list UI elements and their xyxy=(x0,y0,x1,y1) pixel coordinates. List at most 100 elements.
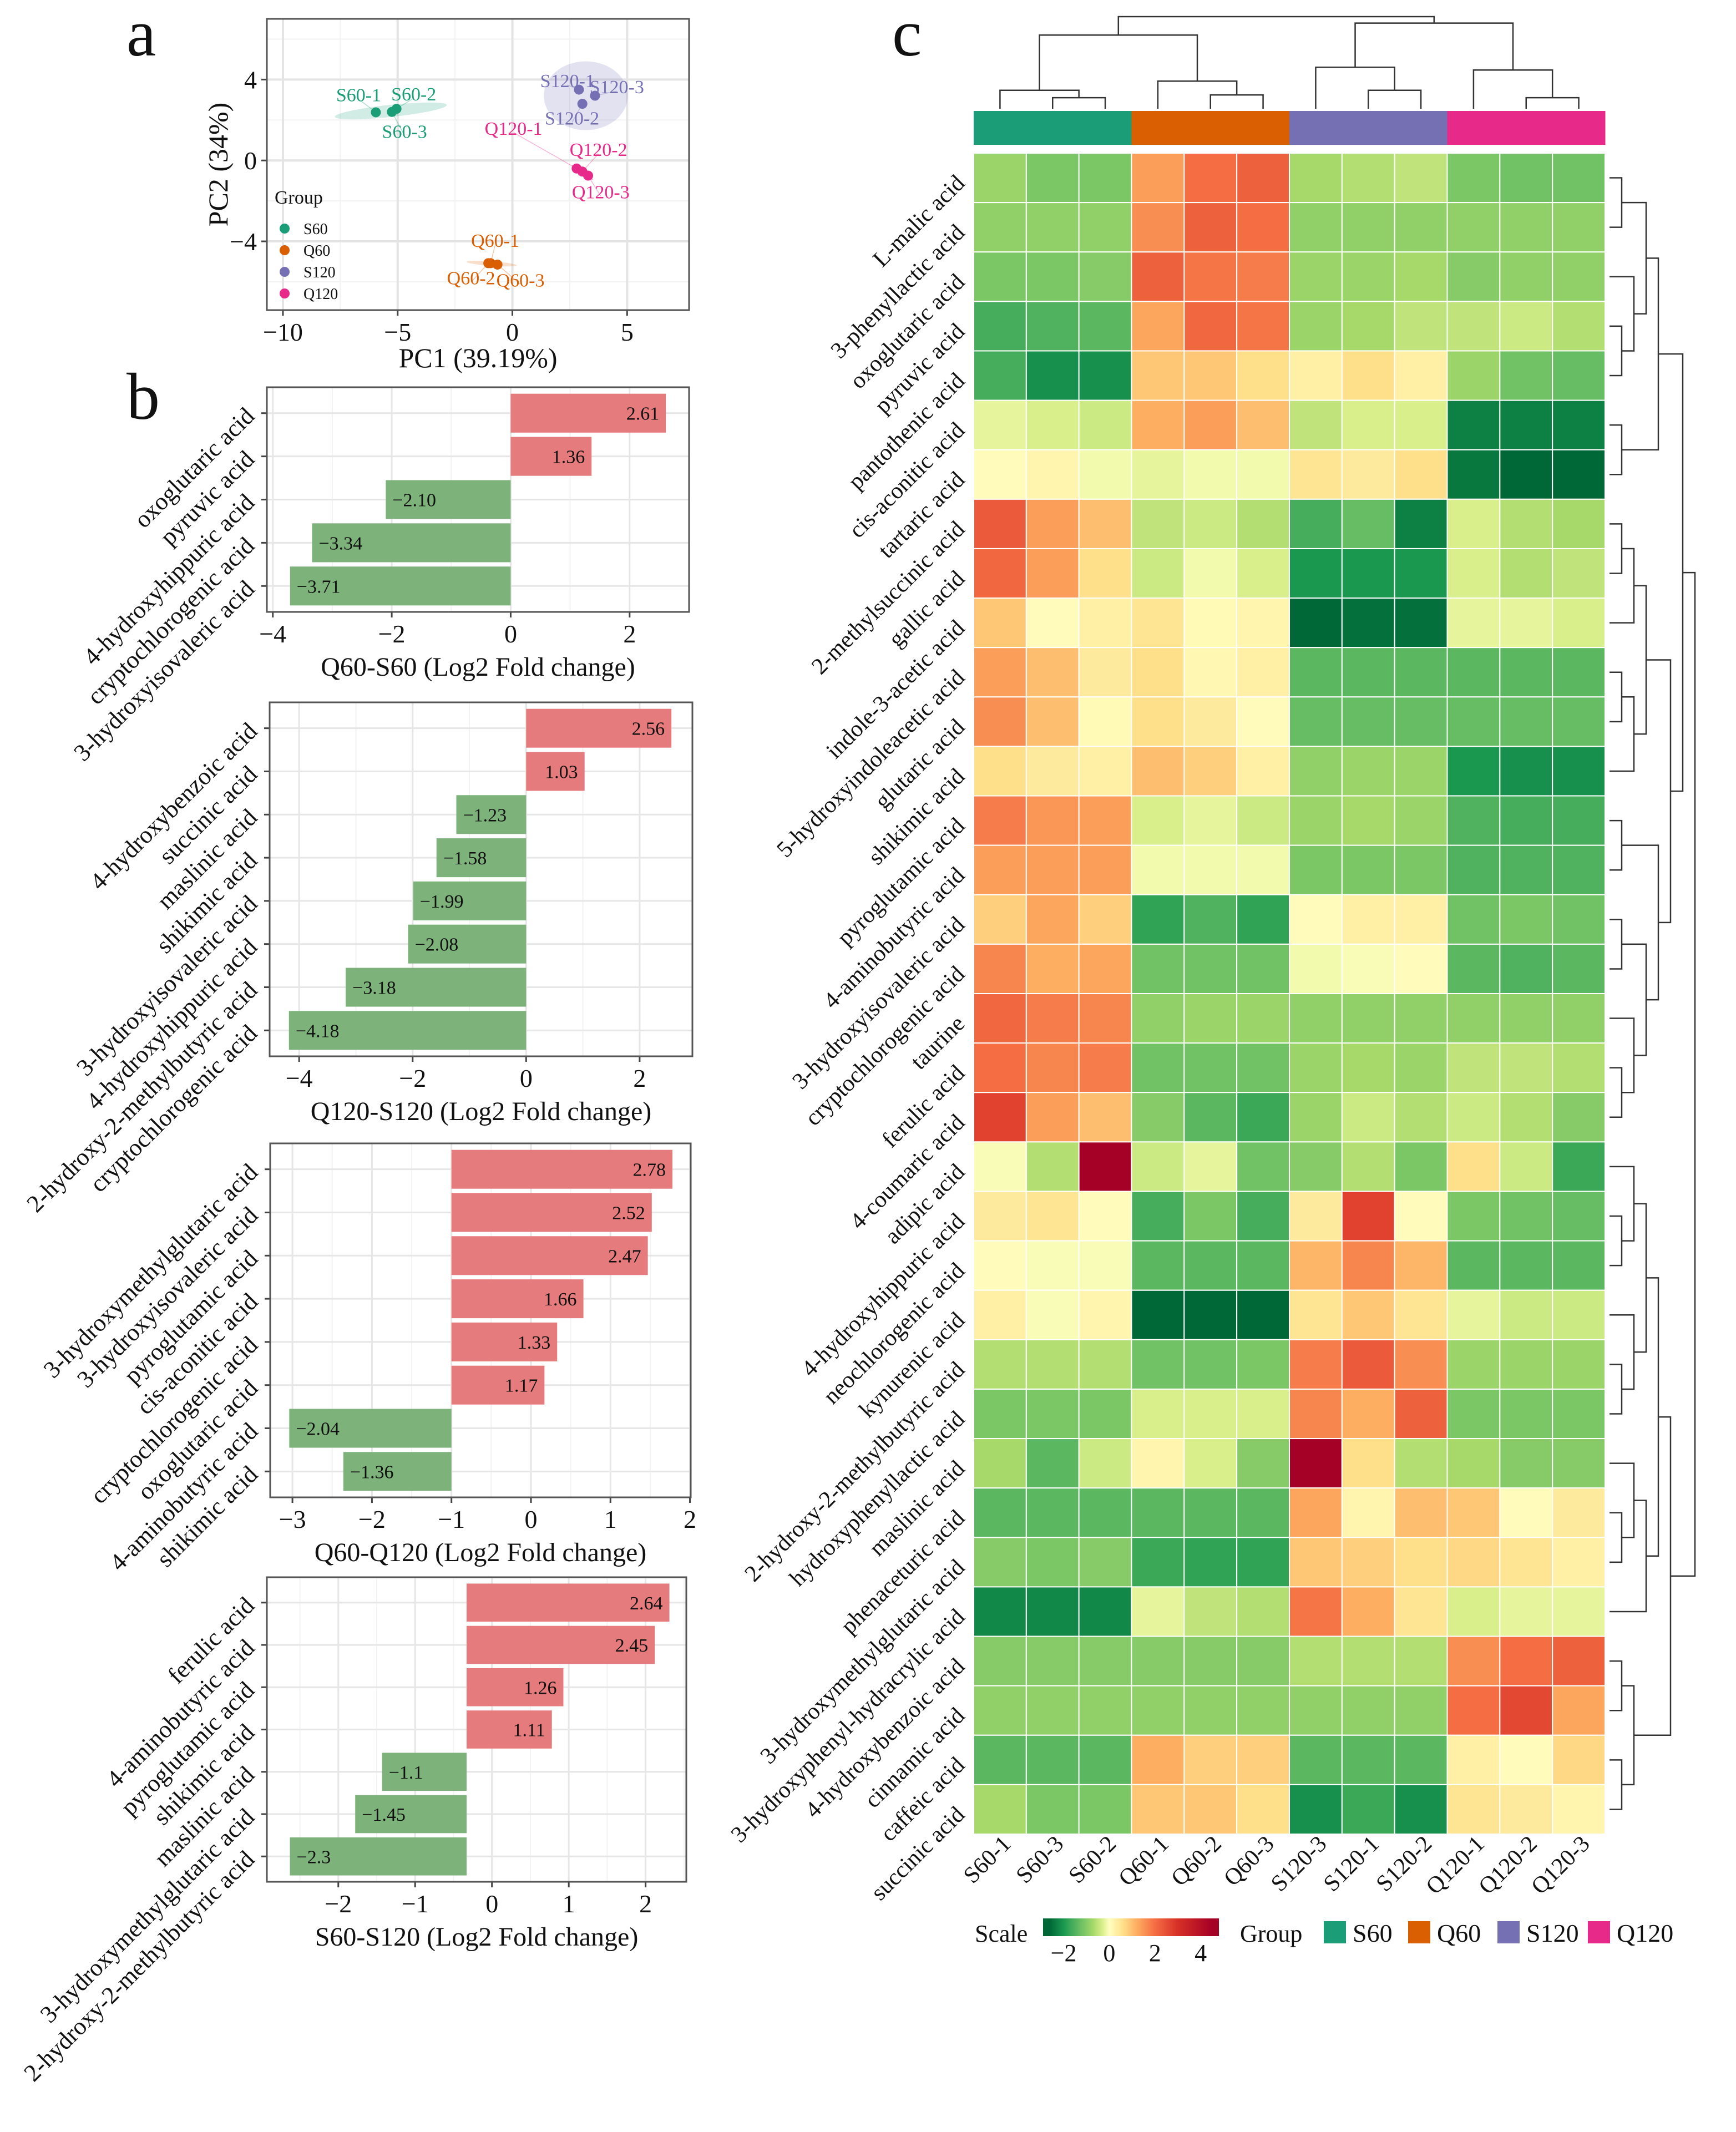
heatmap-cell xyxy=(1183,1438,1238,1489)
heatmap-cell xyxy=(1341,1042,1395,1093)
heatmap-cell xyxy=(1499,1635,1553,1687)
heatmap-cell xyxy=(1183,1141,1238,1192)
label-leader xyxy=(497,264,521,285)
heatmap-cell xyxy=(1446,1092,1501,1143)
heatmap-cell xyxy=(1183,350,1238,401)
pca-point xyxy=(492,259,503,270)
heatmap-cell xyxy=(1078,1191,1132,1242)
bar-value-label: −1.45 xyxy=(362,1805,406,1825)
bar-value-label: −2.3 xyxy=(297,1847,331,1867)
heatmap-cell xyxy=(1236,696,1290,747)
heatmap-cell xyxy=(1499,548,1553,599)
heatmap-cell xyxy=(1341,1438,1395,1489)
heatmap-cell xyxy=(1552,1635,1606,1687)
heatmap-cell xyxy=(1341,894,1395,945)
heatmap-cell xyxy=(1131,1191,1185,1242)
heatmap-cell xyxy=(1183,153,1238,204)
heatmap-cell xyxy=(973,1586,1027,1637)
heatmap-cell xyxy=(1394,1586,1448,1637)
heatmap-cell xyxy=(1499,795,1553,846)
heatmap-cell xyxy=(1078,1042,1132,1093)
heatmap-cell xyxy=(1183,647,1238,698)
heatmap-cell xyxy=(1499,943,1553,994)
heatmap-cell xyxy=(1025,399,1080,450)
plot-border xyxy=(266,1576,687,1883)
heatmap-cell xyxy=(1236,1240,1290,1291)
y-axis-title: PC2 (34%) xyxy=(203,103,234,227)
heatmap-cell xyxy=(1131,696,1185,747)
heatmap-cell xyxy=(1078,153,1132,204)
heatmap-cell xyxy=(1446,1537,1501,1588)
heatmap-cell xyxy=(1499,1191,1553,1242)
heatmap-cell xyxy=(1078,202,1132,253)
x-tick-label: 0 xyxy=(504,620,517,648)
x-tick-label: 1 xyxy=(604,1505,617,1533)
heatmap-cell xyxy=(1078,301,1132,352)
heatmap-cell xyxy=(1131,597,1185,649)
heatmap-cell xyxy=(1131,548,1185,599)
heatmap-cell xyxy=(1236,1685,1290,1736)
heatmap-cell xyxy=(1499,202,1553,253)
heatmap-cell xyxy=(1236,844,1290,895)
heatmap-cell xyxy=(1499,1784,1553,1835)
heatmap-cell xyxy=(1236,795,1290,846)
heatmap-cell xyxy=(1131,1141,1185,1192)
heatmap-cell xyxy=(1341,597,1395,649)
heatmap-cell xyxy=(1289,1438,1343,1489)
heatmap-cell xyxy=(1394,1734,1448,1785)
heatmap-cell xyxy=(1341,399,1395,450)
heatmap-cell xyxy=(1183,1339,1238,1390)
pca-point-label: S120-2 xyxy=(545,109,599,129)
heatmap-cell xyxy=(1131,1784,1185,1835)
heatmap-cell xyxy=(1289,1635,1343,1687)
heatmap-cell xyxy=(1078,1339,1132,1390)
heatmap-cell xyxy=(1236,1191,1290,1242)
bar xyxy=(408,924,527,964)
heatmap-cell xyxy=(1236,153,1290,204)
heatmap-cell xyxy=(1289,1339,1343,1390)
scale-legend-title: Scale xyxy=(975,1920,1028,1947)
legend-marker-q60 xyxy=(280,245,290,255)
bar xyxy=(456,795,527,834)
bar-value-label: 1.11 xyxy=(513,1720,545,1741)
heatmap-cell xyxy=(1236,251,1290,302)
legend-label: Q120 xyxy=(303,286,338,303)
heatmap-cell xyxy=(1078,894,1132,945)
heatmap-cell xyxy=(1131,1388,1185,1440)
heatmap-cell xyxy=(1236,1635,1290,1687)
pca-point xyxy=(387,107,397,117)
heatmap-cell xyxy=(1552,1240,1606,1291)
heatmap-cell xyxy=(1446,1141,1501,1192)
heatmap-cell xyxy=(1341,647,1395,698)
bar-value-label: −1.99 xyxy=(420,892,464,912)
heatmap-cell xyxy=(1446,597,1501,649)
heatmap-cell xyxy=(1236,1487,1290,1538)
heatmap-cell xyxy=(1552,993,1606,1044)
heatmap-cell xyxy=(1289,1042,1343,1093)
heatmap-cell xyxy=(1131,251,1185,302)
heatmap-cell xyxy=(1341,1141,1395,1192)
heatmap-cell xyxy=(1025,1487,1080,1538)
heatmap-cell xyxy=(1499,894,1553,945)
pca-point-label: S60-3 xyxy=(382,121,427,142)
heatmap-cell xyxy=(1236,1784,1290,1835)
heatmap-cell xyxy=(1552,1586,1606,1637)
heatmap-cell xyxy=(1183,746,1238,797)
heatmap-cell xyxy=(1078,746,1132,797)
heatmap-cell xyxy=(1078,1537,1132,1588)
heatmap-cell xyxy=(1446,894,1501,945)
heatmap-cell xyxy=(1394,1487,1448,1538)
heatmap-cell xyxy=(1078,1141,1132,1192)
heatmap-cell xyxy=(1025,1339,1080,1390)
confidence-ellipse-s120 xyxy=(544,61,628,130)
bar xyxy=(289,1409,452,1448)
group-legend-swatch-s60 xyxy=(1324,1921,1346,1943)
heatmap-cell xyxy=(1341,1586,1395,1637)
bar xyxy=(467,1583,670,1622)
pca-point xyxy=(574,84,584,95)
heatmap-cell xyxy=(1552,746,1606,797)
heatmap-cell xyxy=(1446,1635,1501,1687)
bar xyxy=(526,752,585,791)
heatmap-cell xyxy=(1131,301,1185,352)
